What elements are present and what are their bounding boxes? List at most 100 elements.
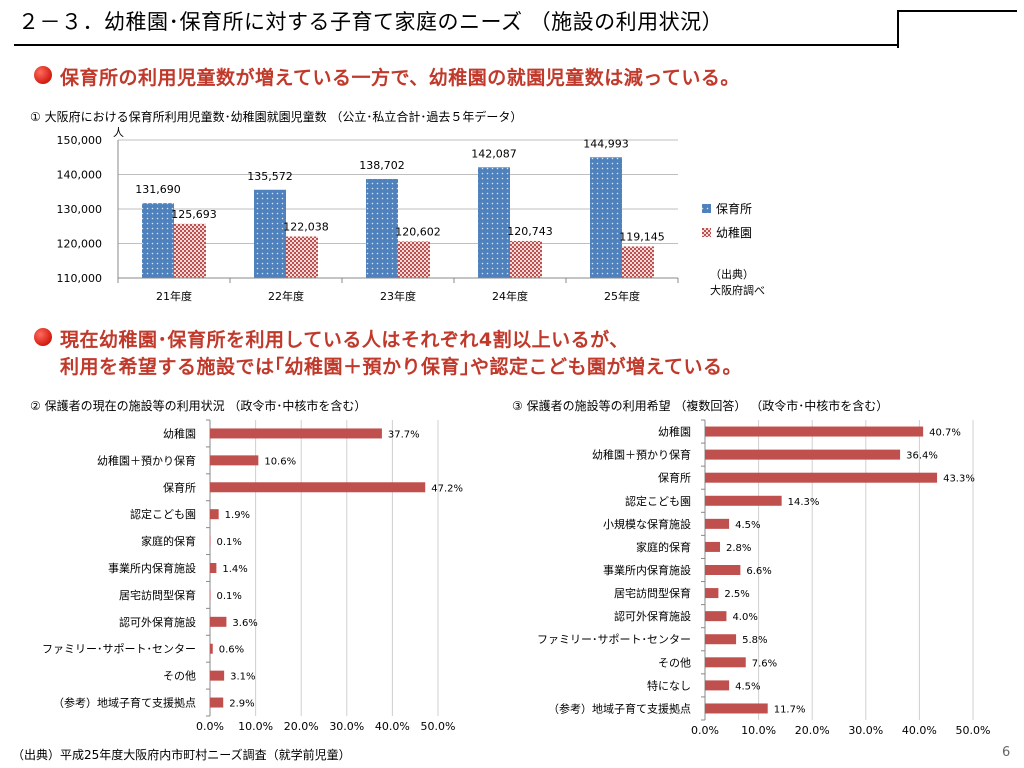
chart1-data-label: 138,702	[359, 159, 405, 172]
chart1-data-label: 119,145	[619, 230, 665, 243]
chart3-data-label: 11.7%	[774, 704, 806, 715]
chart1-source-line-2: 大阪府調べ	[710, 283, 765, 297]
chart3-xtick-label: 30.0%	[848, 724, 883, 737]
chart3-bar	[705, 703, 768, 714]
chart3-data-label: 7.6%	[752, 658, 777, 669]
chart3-data-label: 4.5%	[735, 520, 760, 531]
chart1-bar-nursery	[478, 167, 510, 278]
chart2-data-label: 10.6%	[264, 456, 296, 467]
chart3-category-label: 小規模な保育施設	[603, 517, 691, 531]
chart3-category-label: 認可外保育施設	[614, 609, 691, 623]
chart2-category-label: 居宅訪問型保育	[119, 588, 196, 602]
chart3-category-label: 居宅訪問型保育	[614, 586, 691, 600]
footer-source: （出典）平成25年度大阪府内市町村ニーズ調査（就学前児童）	[12, 748, 351, 762]
chart3-bar	[705, 588, 719, 599]
chart2-xtick-label: 40.0%	[375, 720, 410, 733]
chart1-xtick-label: 22年度	[268, 289, 304, 303]
chart2-bar	[210, 482, 426, 493]
chart1-legend-swatch	[702, 228, 711, 237]
chart2-category-label: （参考）地域子育て支援拠点	[53, 696, 196, 710]
chart1-legend-label: 幼稚園	[716, 226, 752, 240]
headline-1: 保育所の利用児童数が増えている一方で、幼稚園の就園児童数は減っている。	[60, 67, 740, 89]
chart2-xtick-label: 10.0%	[238, 720, 273, 733]
chart2-data-label: 1.4%	[222, 564, 247, 575]
chart2-category-label: 保育所	[163, 480, 196, 494]
chart2-data-label: 37.7%	[388, 429, 420, 440]
red-bullet-icon	[34, 328, 52, 346]
headline-2-line-2: 利用を希望する施設では｢幼稚園＋預かり保育｣や認定こども園が増えている。	[60, 356, 743, 378]
chart2-bar	[210, 536, 211, 547]
chart2-data-label: 47.2%	[431, 483, 463, 494]
chart2-xtick-label: 50.0%	[421, 720, 456, 733]
chart1-ytick-label: 110,000	[57, 272, 103, 285]
chart2-category-label: 幼稚園	[163, 427, 196, 440]
chart3-category-label: 認定こども園	[625, 494, 691, 508]
headline-2-line-1: 現在幼稚園･保育所を利用している人はそれぞれ4割以上いるが、	[60, 329, 629, 351]
chart3-bar	[705, 565, 741, 575]
chart3-category-label: その他	[658, 656, 691, 669]
chart1-data-label: 144,993	[583, 137, 629, 150]
chart2-bar	[210, 643, 213, 654]
chart1-data-label: 131,690	[135, 183, 181, 196]
chart3-xtick-label: 40.0%	[902, 724, 937, 737]
title-underline	[14, 44, 898, 46]
chart2-category-label: 幼稚園＋預かり保育	[97, 453, 196, 467]
chart1-data-label: 142,087	[471, 147, 517, 160]
chart3-title: ③ 保護者の施設等の利用希望 （複数回答） （政令市･中核市を含む）	[512, 399, 889, 413]
chart1-bar-kindergarten	[622, 246, 654, 278]
chart3-bar	[705, 541, 721, 552]
chart1-xtick-label: 21年度	[156, 289, 192, 303]
chart2-category-label: 家庭的保育	[141, 534, 196, 548]
chart3-data-label: 6.6%	[746, 566, 771, 577]
chart3-bar	[705, 657, 746, 668]
page-number: 6	[1002, 745, 1011, 760]
chart1-xtick-label: 24年度	[492, 289, 528, 303]
chart3-category-label: ファミリー･サポート･センター	[537, 633, 691, 646]
chart3-bar	[705, 495, 782, 506]
chart2-category-label: 認可外保育施設	[119, 615, 196, 629]
red-bullet-icon	[34, 66, 52, 84]
chart2-xtick-label: 30.0%	[329, 720, 364, 733]
chart1-title: ① 大阪府における保育所利用児童数･幼稚園就園児童数 （公立･私立合計･過去５年…	[30, 110, 523, 124]
chart3-category-label: 家庭的保育	[636, 540, 691, 554]
chart2-data-label: 0.1%	[216, 591, 241, 602]
chart1-ytick-label: 150,000	[57, 134, 103, 147]
chart2-data-label: 0.1%	[216, 537, 241, 548]
chart2-bar	[210, 589, 211, 600]
chart2-bar	[210, 697, 224, 708]
chart1-bar-kindergarten	[510, 240, 542, 278]
chart3-bar	[705, 680, 730, 691]
chart3-data-label: 4.0%	[732, 612, 757, 623]
chart3-bar	[705, 611, 727, 622]
title-corner-frame	[897, 10, 1017, 48]
chart3-category-label: 幼稚園	[658, 426, 691, 439]
chart1-bar-nursery	[366, 178, 398, 278]
chart2-bar	[210, 563, 217, 573]
chart3-data-label: 14.3%	[788, 497, 820, 508]
chart3-svg: 0.0% 10.0% 20.0% 30.0% 40.0% 50.0% 幼稚園 40.7% 幼稚園…	[537, 419, 991, 737]
chart2-title: ② 保護者の現在の施設等の利用状況 （政令市･中核市を含む）	[30, 399, 367, 413]
chart2-data-label: 3.1%	[230, 672, 255, 683]
chart3-data-label: 40.7%	[929, 428, 961, 439]
chart1-bar-kindergarten	[174, 223, 206, 278]
chart2-xtick-label: 0.0%	[196, 720, 224, 733]
chart2-category-label: ファミリー･サポート･センター	[42, 643, 196, 656]
chart2-data-label: 0.6%	[219, 645, 244, 656]
chart2-bar	[210, 428, 382, 439]
chart3-data-label: 2.5%	[724, 589, 749, 600]
chart1-source-line-1: （出典）	[710, 267, 754, 281]
chart3-data-label: 43.3%	[943, 474, 975, 485]
chart2-bar	[210, 509, 219, 520]
chart1-svg: 人 110,000 120,000 130,000 140,000 150,000 21年度…	[57, 126, 766, 303]
chart1-xtick-label: 23年度	[380, 289, 416, 303]
chart2-bar	[210, 616, 227, 627]
chart3-bar	[705, 472, 938, 483]
chart3-xtick-label: 50.0%	[956, 724, 991, 737]
chart3-data-label: 36.4%	[906, 451, 938, 462]
chart3-xtick-label: 0.0%	[691, 724, 719, 737]
chart1-bar-nursery	[254, 189, 286, 278]
chart1-ytick-label: 140,000	[57, 169, 103, 182]
chart3-xtick-label: 10.0%	[741, 724, 776, 737]
chart1-legend-label: 保育所	[716, 201, 752, 216]
chart3-category-label: 保育所	[658, 471, 691, 485]
